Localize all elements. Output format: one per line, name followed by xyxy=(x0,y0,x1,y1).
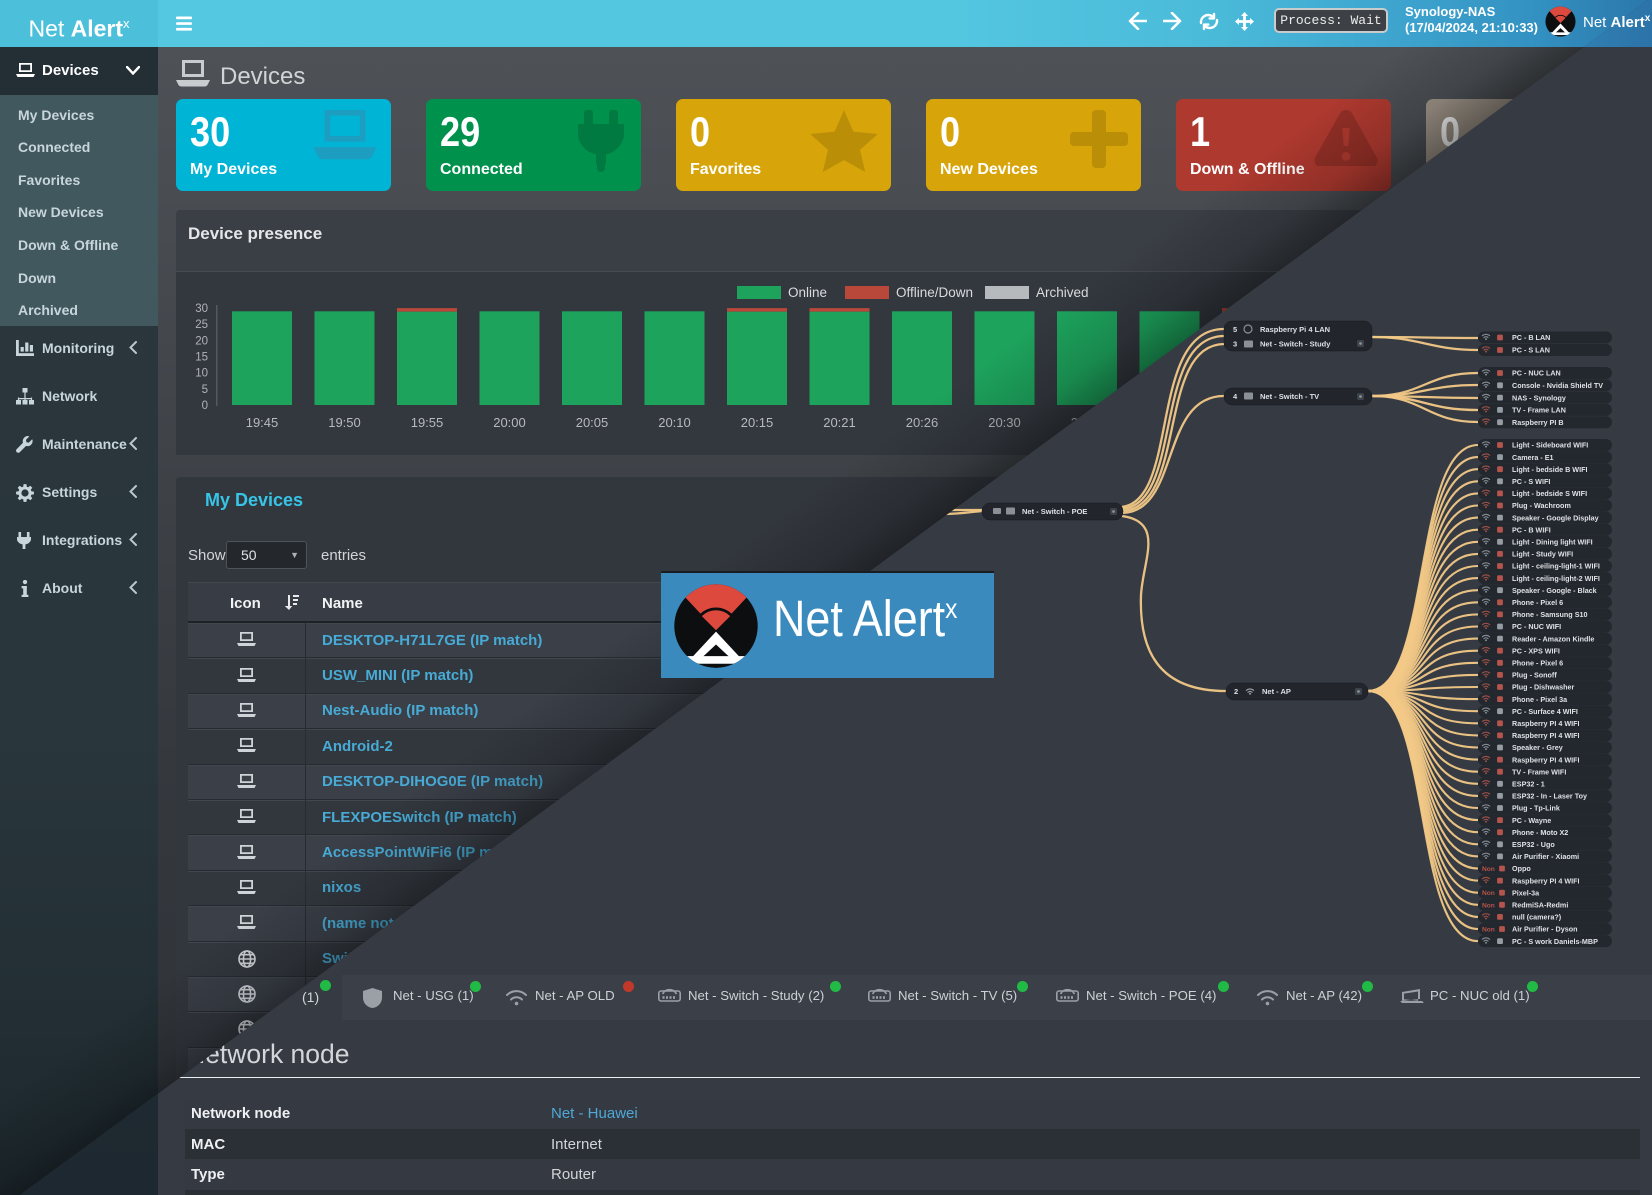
svg-text:Plug - Wachroom: Plug - Wachroom xyxy=(1512,501,1571,510)
svg-text:Phone - Moto X2: Phone - Moto X2 xyxy=(1512,828,1568,837)
svg-text:15: 15 xyxy=(195,352,208,364)
svg-text:20:15: 20:15 xyxy=(741,415,774,430)
svg-text:NAS - Synology: NAS - Synology xyxy=(1512,393,1566,402)
svg-text:Speaker - Google Display: Speaker - Google Display xyxy=(1512,513,1599,522)
svg-text:Light - ceiling-light-2 WIFI: Light - ceiling-light-2 WIFI xyxy=(1512,574,1600,583)
svg-text:19:45: 19:45 xyxy=(246,415,279,430)
svg-text:Light - ceiling-light-1 WIFI: Light - ceiling-light-1 WIFI xyxy=(1512,562,1600,571)
svg-text:Raspberry PI B: Raspberry PI B xyxy=(1512,418,1564,427)
svg-text:20: 20 xyxy=(195,335,208,347)
svg-text:PC - NUC LAN: PC - NUC LAN xyxy=(1512,369,1561,378)
svg-text:Raspberry PI 4 WIFI: Raspberry PI 4 WIFI xyxy=(1512,719,1580,728)
svg-text:PC - Surface 4 WIFI: PC - Surface 4 WIFI xyxy=(1512,707,1578,716)
svg-text:Plug - Dishwasher: Plug - Dishwasher xyxy=(1512,683,1575,692)
svg-text:Pixel-3a: Pixel-3a xyxy=(1512,888,1540,897)
svg-text:PC - S work Daniels-MBP: PC - S work Daniels-MBP xyxy=(1512,937,1598,946)
svg-text:Net - Switch - TV: Net - Switch - TV xyxy=(1260,392,1319,401)
svg-text:3: 3 xyxy=(1233,340,1237,349)
svg-text:5: 5 xyxy=(202,384,208,396)
svg-text:Console - Nvidia Shield TV: Console - Nvidia Shield TV xyxy=(1512,381,1603,390)
svg-text:Air Purifier - Dyson: Air Purifier - Dyson xyxy=(1512,925,1578,934)
svg-text:20:21: 20:21 xyxy=(823,415,856,430)
svg-text:Net - Switch - POE: Net - Switch - POE xyxy=(1022,507,1087,516)
svg-text:TV - Frame WIFI: TV - Frame WIFI xyxy=(1512,767,1566,776)
svg-text:PC - NUC WIFI: PC - NUC WIFI xyxy=(1512,622,1561,631)
svg-text:PC - B WIFI: PC - B WIFI xyxy=(1512,525,1551,534)
svg-text:Oppo: Oppo xyxy=(1512,864,1531,873)
svg-text:Light - bedside B WIFI: Light - bedside B WIFI xyxy=(1512,465,1587,474)
svg-text:25: 25 xyxy=(195,319,208,331)
svg-text:30: 30 xyxy=(195,303,208,315)
svg-text:Non: Non xyxy=(1482,902,1495,909)
svg-text:Raspberry Pi 4 LAN: Raspberry Pi 4 LAN xyxy=(1260,325,1330,334)
svg-text:20:05: 20:05 xyxy=(576,415,609,430)
svg-text:Non: Non xyxy=(1482,927,1495,934)
svg-text:20:10: 20:10 xyxy=(658,415,691,430)
svg-text:PC - Wayne: PC - Wayne xyxy=(1512,816,1551,825)
svg-text:Reader - Amazon Kindle: Reader - Amazon Kindle xyxy=(1512,634,1594,643)
svg-text:PC - B LAN: PC - B LAN xyxy=(1512,333,1550,342)
svg-text:Plug - Tp-Link: Plug - Tp-Link xyxy=(1512,804,1560,813)
svg-text:Light - Dining light WIFI: Light - Dining light WIFI xyxy=(1512,538,1593,547)
svg-text:20:00: 20:00 xyxy=(493,415,526,430)
svg-text:Raspberry PI 4 WIFI: Raspberry PI 4 WIFI xyxy=(1512,755,1580,764)
svg-text:19:50: 19:50 xyxy=(328,415,361,430)
svg-text:Phone - Pixel 6: Phone - Pixel 6 xyxy=(1512,598,1563,607)
svg-text:10: 10 xyxy=(195,368,208,380)
svg-text:PC - S LAN: PC - S LAN xyxy=(1512,346,1550,355)
svg-text:Offline/Down: Offline/Down xyxy=(896,285,973,300)
svg-text:TV - Frame LAN: TV - Frame LAN xyxy=(1512,406,1566,415)
svg-text:Camera - E1: Camera - E1 xyxy=(1512,453,1554,462)
svg-text:ESP32 - 1: ESP32 - 1 xyxy=(1512,780,1545,789)
svg-text:Online: Online xyxy=(788,285,827,300)
svg-text:ESP32 - Ugo: ESP32 - Ugo xyxy=(1512,840,1555,849)
svg-text:Speaker - Google - Black: Speaker - Google - Black xyxy=(1512,586,1597,595)
svg-text:Raspberry PI 4 WIFI: Raspberry PI 4 WIFI xyxy=(1512,731,1580,740)
svg-text:Raspberry PI 4 WIFI: Raspberry PI 4 WIFI xyxy=(1512,876,1580,885)
svg-text:Air Purifier - Xiaomi: Air Purifier - Xiaomi xyxy=(1512,852,1579,861)
svg-text:Non: Non xyxy=(1482,890,1495,897)
svg-text:Speaker - Grey: Speaker - Grey xyxy=(1512,743,1563,752)
svg-text:Phone - Pixel 6: Phone - Pixel 6 xyxy=(1512,659,1563,668)
svg-text:null (camera?): null (camera?) xyxy=(1512,913,1562,922)
svg-text:ESP32 - In - Laser Toy: ESP32 - In - Laser Toy xyxy=(1512,792,1587,801)
svg-text:19:55: 19:55 xyxy=(411,415,444,430)
svg-text:PC - S WIFI: PC - S WIFI xyxy=(1512,477,1550,486)
svg-text:4: 4 xyxy=(1233,392,1238,401)
svg-text:Light - bedside S WIFI: Light - bedside S WIFI xyxy=(1512,489,1587,498)
svg-text:Plug - Sonoff: Plug - Sonoff xyxy=(1512,671,1557,680)
svg-text:2: 2 xyxy=(1234,687,1238,696)
svg-text:Phone - Samsung S10: Phone - Samsung S10 xyxy=(1512,610,1588,619)
svg-text:Net - Switch - Study: Net - Switch - Study xyxy=(1260,340,1331,349)
svg-text:RedmiSA-Redmi: RedmiSA-Redmi xyxy=(1512,901,1568,910)
svg-text:0: 0 xyxy=(202,400,208,412)
svg-text:Net - AP: Net - AP xyxy=(1262,687,1291,696)
svg-text:Non: Non xyxy=(1482,866,1495,873)
svg-text:Light - Sideboard WIFI: Light - Sideboard WIFI xyxy=(1512,441,1588,450)
svg-text:Light - Study WIFI: Light - Study WIFI xyxy=(1512,550,1573,559)
svg-text:5: 5 xyxy=(1233,325,1237,334)
svg-text:PC - XPS WIFI: PC - XPS WIFI xyxy=(1512,646,1560,655)
svg-text:Phone - Pixel 3a: Phone - Pixel 3a xyxy=(1512,695,1568,704)
